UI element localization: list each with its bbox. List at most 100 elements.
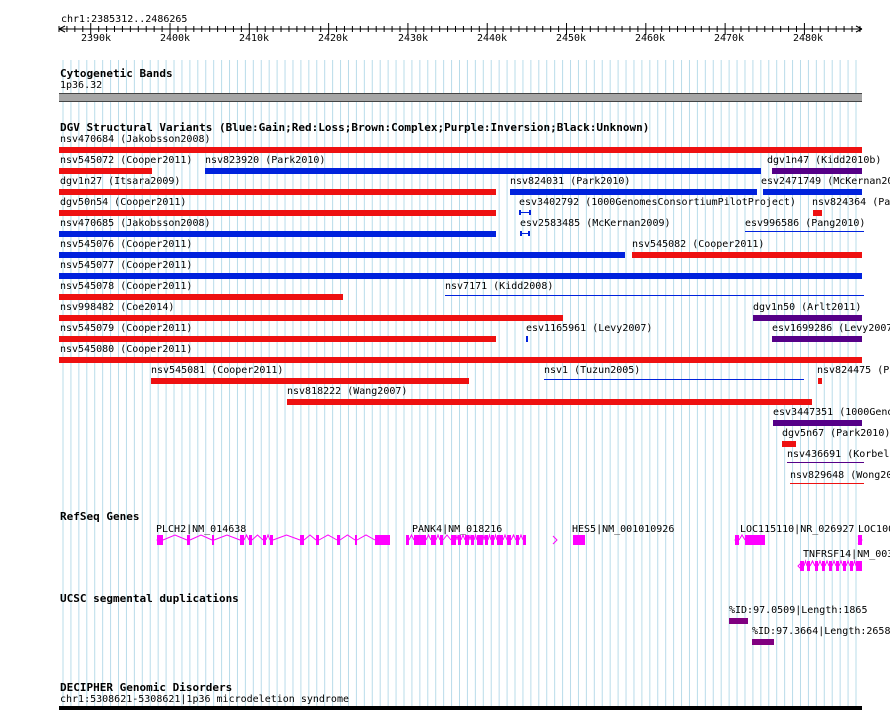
sv-feature-bar[interactable]: [753, 315, 862, 321]
sv-feature-label[interactable]: dgv5n67 (Park2010): [782, 428, 890, 439]
sv-feature-bar[interactable]: [526, 336, 528, 342]
sv-feature-label[interactable]: nsv829648 (Wong2007): [790, 470, 890, 481]
sv-feature-bar[interactable]: [520, 231, 530, 236]
track-title-cytoband[interactable]: Cytogenetic Bands: [60, 67, 173, 80]
sv-feature-bar[interactable]: [59, 294, 343, 300]
sv-feature-label[interactable]: nsv436691 (Korbel2007): [787, 449, 890, 460]
sv-feature-label[interactable]: nsv998482 (Coe2014): [60, 302, 175, 313]
sv-feature-bar[interactable]: [59, 168, 152, 174]
sv-feature-bar[interactable]: [790, 483, 864, 484]
gene-model[interactable]: [403, 533, 560, 547]
sv-feature-bar[interactable]: [151, 378, 469, 384]
sv-feature-bar[interactable]: [787, 462, 864, 463]
sv-feature-bar[interactable]: [445, 295, 864, 296]
track-title-dgv[interactable]: DGV Structural Variants (Blue:Gain;Red:L…: [60, 121, 650, 134]
sv-feature-bar[interactable]: [59, 252, 625, 258]
gene-label[interactable]: PANK4|NM_018216: [412, 524, 503, 535]
sv-feature-label[interactable]: dgv1n27 (Itsara2009): [60, 176, 181, 187]
gene-label[interactable]: PLCH2|NM_014638: [156, 524, 247, 535]
sv-feature-label[interactable]: nsv545081 (Cooper2011): [151, 365, 284, 376]
gene-model[interactable]: [732, 533, 768, 547]
sv-feature-bar[interactable]: [782, 441, 796, 447]
sv-feature-label[interactable]: nsv823920 (Park2010): [205, 155, 326, 166]
sv-feature-label[interactable]: nsv545080 (Cooper2011): [60, 344, 193, 355]
sv-feature-label[interactable]: nsv470685 (Jakobsson2008): [60, 218, 211, 229]
sv-feature-label[interactable]: dgv1n50 (Arlt2011): [753, 302, 862, 313]
gene-model[interactable]: [154, 533, 393, 547]
sv-feature-label[interactable]: nsv545076 (Cooper2011): [60, 239, 193, 250]
sv-feature-label[interactable]: nsv545078 (Cooper2011): [60, 281, 193, 292]
sv-feature-bar[interactable]: [205, 168, 761, 174]
gene-exon: [440, 535, 443, 545]
sv-feature-label[interactable]: esv3447351 (1000GenomesConsortiumPhase3): [773, 407, 890, 418]
gene-model[interactable]: [570, 533, 588, 547]
gene-label[interactable]: TNFRSF14|NM_003820: [803, 549, 890, 560]
sv-feature-label[interactable]: nsv7171 (Kidd2008): [445, 281, 554, 292]
sv-feature-label[interactable]: nsv824364 (Park2010): [812, 197, 890, 208]
sv-feature-bar[interactable]: [763, 189, 862, 195]
sv-feature-bar[interactable]: [59, 315, 563, 321]
sv-feature-label[interactable]: nsv545079 (Cooper2011): [60, 323, 193, 334]
sv-feature-bar[interactable]: [772, 168, 862, 174]
sv-feature-label[interactable]: nsv545077 (Cooper2011): [60, 260, 193, 271]
strand-arrow: [857, 535, 863, 545]
sv-feature-bar[interactable]: [59, 189, 496, 195]
gene-label[interactable]: LOC115110|NR_026927: [740, 524, 855, 535]
gene-intron: [162, 533, 376, 541]
segdup-label[interactable]: %ID:97.3664|Length:2658: [752, 626, 890, 637]
gene-intron: [408, 533, 524, 541]
sv-feature-bar[interactable]: [59, 273, 862, 279]
sv-feature-bar[interactable]: [544, 379, 804, 380]
sv-feature-bar[interactable]: [772, 336, 862, 342]
sv-feature-bar[interactable]: [510, 189, 757, 195]
sv-feature-label[interactable]: dgv50n54 (Cooper2011): [60, 197, 187, 208]
gene-exon: [856, 561, 862, 571]
sv-feature-label[interactable]: esv3402792 (1000GenomesConsortiumPilotPr…: [519, 197, 796, 208]
sv-feature-label[interactable]: nsv1 (Tuzun2005): [544, 365, 641, 376]
segdup-label[interactable]: %ID:97.0509|Length:1865: [729, 605, 868, 616]
sv-feature-label[interactable]: nsv824031 (Park2010): [510, 176, 631, 187]
gene-exon: [843, 561, 846, 571]
sv-feature-label[interactable]: esv2471749 (McKernan2009): [761, 176, 890, 187]
sv-feature-label[interactable]: dgv1n47 (Kidd2010b): [767, 155, 882, 166]
cytoband-bar[interactable]: [59, 93, 862, 102]
sv-feature-label[interactable]: nsv470684 (Jakobsson2008): [60, 134, 211, 145]
sv-feature-bar[interactable]: [59, 231, 496, 237]
gene-model[interactable]: [795, 559, 865, 573]
sv-feature-label[interactable]: nsv818222 (Wang2007): [287, 386, 408, 397]
sv-feature-label[interactable]: nsv545072 (Cooper2011): [60, 155, 193, 166]
sv-feature-bar[interactable]: [745, 231, 864, 232]
sv-feature-bar[interactable]: [59, 357, 862, 363]
sv-feature-label[interactable]: nsv824475 (Park2010): [817, 365, 890, 376]
tick-label: 2400k: [159, 33, 191, 44]
segdup-bar[interactable]: [752, 639, 774, 645]
band-label: 1p36.32: [60, 80, 103, 91]
decipher-feature-bar[interactable]: [59, 706, 862, 710]
sv-feature-bar[interactable]: [59, 147, 862, 153]
sv-feature-label[interactable]: nsv545082 (Cooper2011): [632, 239, 765, 250]
gene-label[interactable]: HES5|NM_001010926: [572, 524, 675, 535]
track-title-decipher[interactable]: DECIPHER Genomic Disorders: [60, 681, 233, 694]
sv-feature-label[interactable]: esv2583485 (McKernan2009): [520, 218, 671, 229]
tick-label: 2440k: [476, 33, 508, 44]
track-title-refseq[interactable]: RefSeq Genes: [60, 510, 140, 523]
gene-label[interactable]: LOC100129534|NR_027482: [858, 524, 890, 535]
gene-exon: [465, 535, 469, 545]
gene-exon: [249, 535, 252, 545]
sv-feature-label[interactable]: esv1165961 (Levy2007): [526, 323, 653, 334]
coordinate-label: chr1:2385312..2486265: [61, 14, 188, 25]
decipher-item-label: chr1:5308621-5308621|1p36 microdeletion …: [60, 694, 349, 705]
sv-feature-bar[interactable]: [813, 210, 822, 216]
sv-feature-bar[interactable]: [59, 210, 496, 216]
gene-model[interactable]: [855, 533, 865, 547]
sv-feature-bar[interactable]: [287, 399, 812, 405]
sv-feature-bar[interactable]: [519, 210, 531, 215]
sv-feature-bar[interactable]: [818, 378, 822, 384]
sv-feature-label[interactable]: esv996586 (Pang2010): [745, 218, 866, 229]
sv-feature-bar[interactable]: [773, 420, 862, 426]
sv-feature-bar[interactable]: [59, 336, 496, 342]
track-title-segdup[interactable]: UCSC segmental duplications: [60, 592, 239, 605]
sv-feature-label[interactable]: esv1699286 (Levy2007): [772, 323, 890, 334]
sv-feature-bar[interactable]: [632, 252, 862, 258]
segdup-bar[interactable]: [729, 618, 748, 624]
